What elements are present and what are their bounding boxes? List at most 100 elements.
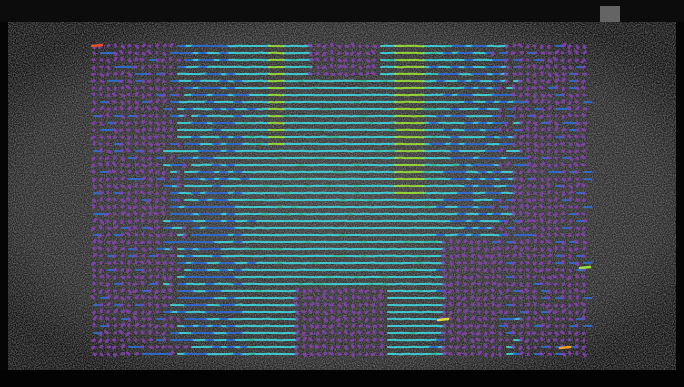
vector-row bbox=[184, 44, 509, 48]
vector-row bbox=[268, 65, 425, 69]
vector-row bbox=[92, 84, 586, 92]
vector-row bbox=[184, 261, 446, 265]
vector-row bbox=[121, 226, 572, 230]
vector-row bbox=[268, 121, 425, 125]
vector-row bbox=[170, 205, 593, 209]
vector-row bbox=[92, 196, 586, 204]
vector-row bbox=[184, 275, 516, 279]
vector-row bbox=[90, 294, 580, 302]
vector-row bbox=[90, 161, 586, 168]
vector-row bbox=[92, 140, 586, 148]
vector-row bbox=[92, 98, 579, 105]
vector-row bbox=[275, 205, 432, 209]
vector-row bbox=[90, 168, 579, 176]
vector-row bbox=[184, 86, 579, 90]
vector-row bbox=[394, 156, 425, 160]
vector-row bbox=[268, 100, 425, 104]
vector-row bbox=[268, 79, 425, 83]
vector-row bbox=[92, 217, 588, 225]
vector-row bbox=[170, 303, 446, 307]
vector-row bbox=[92, 252, 586, 260]
vector-row bbox=[93, 331, 516, 335]
vector-row bbox=[177, 275, 446, 279]
vector-row bbox=[296, 163, 460, 167]
vector-row bbox=[92, 126, 586, 134]
vector-row bbox=[177, 121, 523, 125]
vector-row bbox=[100, 100, 593, 104]
vector-row bbox=[170, 219, 586, 223]
vector-row bbox=[104, 210, 586, 218]
vector-row bbox=[191, 58, 495, 62]
vector-row bbox=[91, 119, 588, 127]
vector-row bbox=[177, 205, 481, 209]
vector-row bbox=[91, 336, 586, 344]
vector-row bbox=[170, 310, 446, 314]
vector-row bbox=[177, 352, 516, 356]
vector-row bbox=[191, 135, 565, 139]
outlier-vector bbox=[578, 265, 592, 270]
vector-row bbox=[107, 268, 586, 272]
vector-row bbox=[261, 212, 355, 216]
vector-row bbox=[177, 79, 523, 83]
vector-row bbox=[268, 114, 425, 118]
vector-row bbox=[170, 163, 530, 167]
vector-row bbox=[177, 128, 488, 132]
vector-row bbox=[268, 58, 425, 62]
vector-row bbox=[184, 65, 509, 69]
vector-row bbox=[91, 203, 579, 211]
outlier-vector bbox=[558, 345, 572, 350]
vector-row bbox=[92, 245, 587, 253]
vector-row bbox=[90, 133, 586, 141]
vector-row bbox=[177, 261, 593, 265]
vector-row bbox=[93, 114, 537, 118]
vector-row bbox=[163, 184, 565, 188]
vector-row bbox=[107, 79, 579, 83]
vector-row bbox=[100, 170, 593, 174]
vector-row bbox=[247, 135, 439, 139]
vector-row bbox=[92, 288, 586, 295]
vector-row bbox=[170, 170, 516, 174]
vector-row bbox=[205, 317, 523, 321]
vector-row bbox=[92, 280, 586, 288]
vector-row bbox=[261, 184, 362, 188]
vector-row bbox=[92, 182, 586, 190]
vector-row bbox=[268, 44, 425, 48]
vector-row bbox=[142, 289, 551, 293]
vector-row bbox=[156, 93, 565, 97]
vector-row bbox=[191, 289, 439, 293]
vector-row bbox=[177, 107, 502, 111]
vector-row bbox=[177, 44, 565, 48]
vector-row bbox=[142, 352, 565, 356]
vector-row bbox=[90, 224, 586, 232]
vector-row bbox=[184, 93, 495, 97]
vector-row bbox=[310, 86, 453, 90]
vector-row bbox=[394, 149, 425, 153]
vector-field bbox=[90, 42, 593, 358]
vector-row bbox=[91, 70, 588, 78]
vector-row bbox=[177, 233, 502, 237]
vector-row bbox=[91, 56, 586, 64]
vector-row bbox=[177, 114, 495, 118]
vector-row bbox=[163, 219, 502, 223]
vector-row bbox=[97, 231, 586, 239]
vector-row bbox=[135, 72, 579, 76]
vector-row bbox=[177, 135, 516, 139]
vector-row bbox=[114, 65, 586, 69]
vector-row bbox=[99, 329, 586, 337]
vector-row bbox=[128, 156, 572, 160]
vector-row bbox=[177, 331, 446, 335]
vector-row bbox=[163, 163, 502, 167]
vector-row bbox=[93, 303, 516, 307]
vector-row bbox=[92, 273, 586, 281]
vector-row bbox=[191, 51, 488, 55]
vector-row bbox=[268, 93, 425, 97]
vector-row bbox=[394, 170, 425, 174]
vector-row bbox=[90, 105, 588, 113]
vector-row bbox=[191, 345, 516, 349]
vector-row bbox=[191, 86, 516, 90]
vector-row bbox=[170, 184, 509, 188]
vector-row bbox=[128, 247, 222, 251]
vector-row bbox=[100, 324, 593, 328]
vector-row bbox=[99, 112, 586, 120]
